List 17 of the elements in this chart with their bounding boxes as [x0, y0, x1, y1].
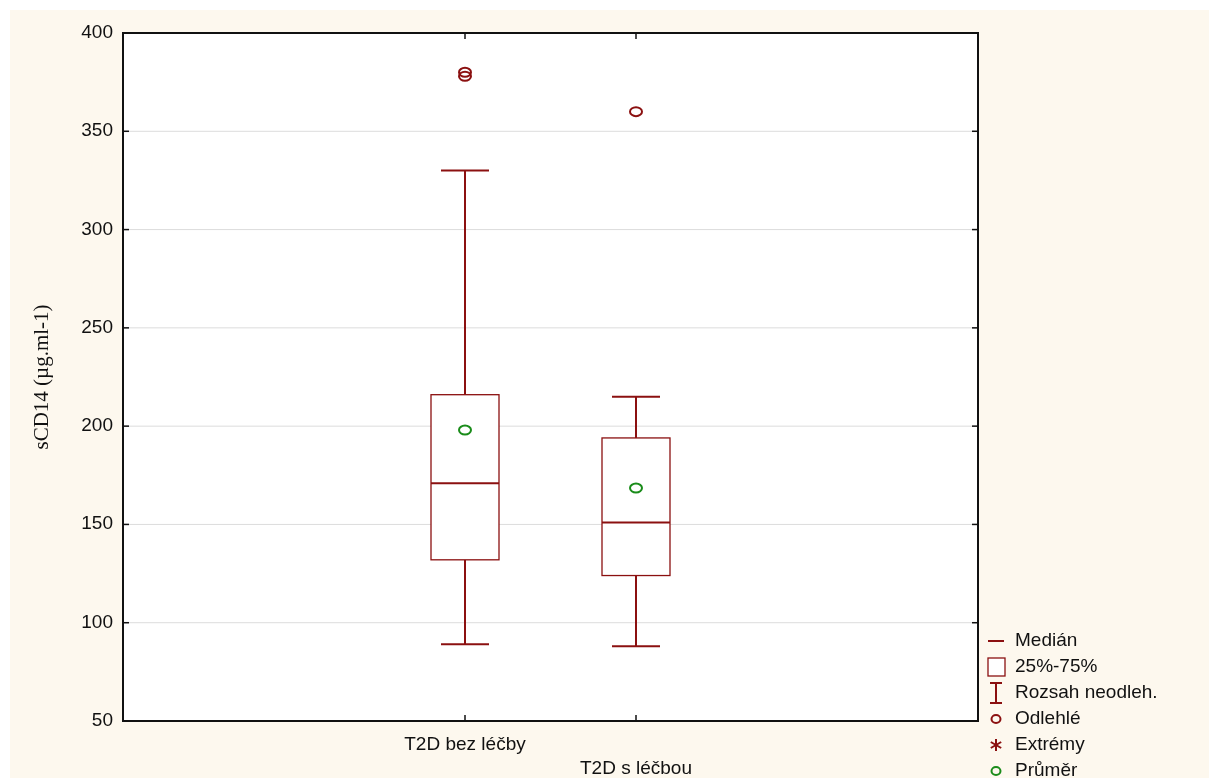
y-axis-title: sCD14 (µg.ml-1) — [29, 304, 53, 450]
y-tick-label: 300 — [81, 217, 113, 239]
x-tick-label: T2D s léčbou — [580, 757, 692, 778]
text: Odlehlé — [1015, 707, 1081, 729]
text: 25%-75% — [1015, 655, 1098, 677]
y-tick-label: 50 — [91, 709, 113, 731]
y-tick-label: 400 — [81, 21, 113, 43]
y-tick-label: 100 — [81, 610, 113, 632]
x-tick-label: T2D bez léčby — [404, 733, 527, 754]
y-tick-label: 200 — [81, 414, 113, 436]
text: Extrémy — [1015, 733, 1086, 755]
y-tick-label: 350 — [81, 119, 113, 141]
y-tick-label: 250 — [81, 315, 113, 337]
y-tick-label: 150 — [81, 512, 113, 534]
text: Průměr — [1015, 759, 1078, 778]
text: Medián — [1015, 629, 1078, 651]
text: Rozsah neodleh. — [1015, 681, 1158, 703]
